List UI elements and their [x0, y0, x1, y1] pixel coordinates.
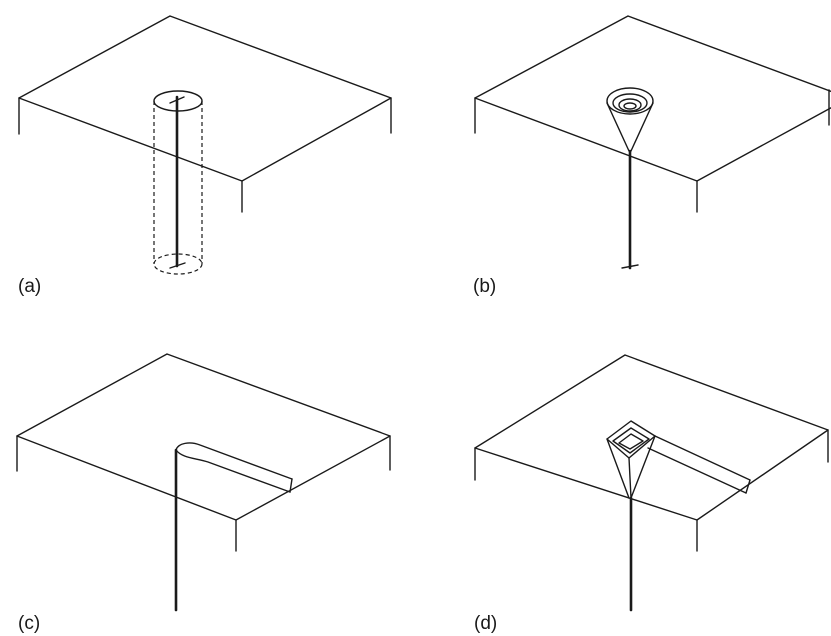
panel-label-b: (b) — [473, 276, 496, 297]
surface-step — [175, 442, 293, 493]
crystal-slab-a — [18, 15, 392, 213]
panel-c: (c) — [16, 353, 391, 634]
panel-d: (d) — [474, 354, 829, 634]
dislocation-line-b — [621, 149, 639, 270]
crystal-slab-b — [474, 15, 831, 213]
panel-b: (b) — [473, 15, 831, 297]
panel-label-a: (a) — [18, 276, 41, 297]
crystal-slab-c — [16, 353, 391, 552]
crystal-slab-d — [474, 354, 829, 552]
dislocation-line-a — [169, 95, 186, 269]
panel-label-c: (c) — [18, 613, 40, 634]
panel-label-d: (d) — [474, 613, 497, 634]
panel-a: (a) — [18, 15, 392, 297]
etch-pit-cone — [606, 87, 654, 152]
surface-step-d — [647, 435, 751, 494]
